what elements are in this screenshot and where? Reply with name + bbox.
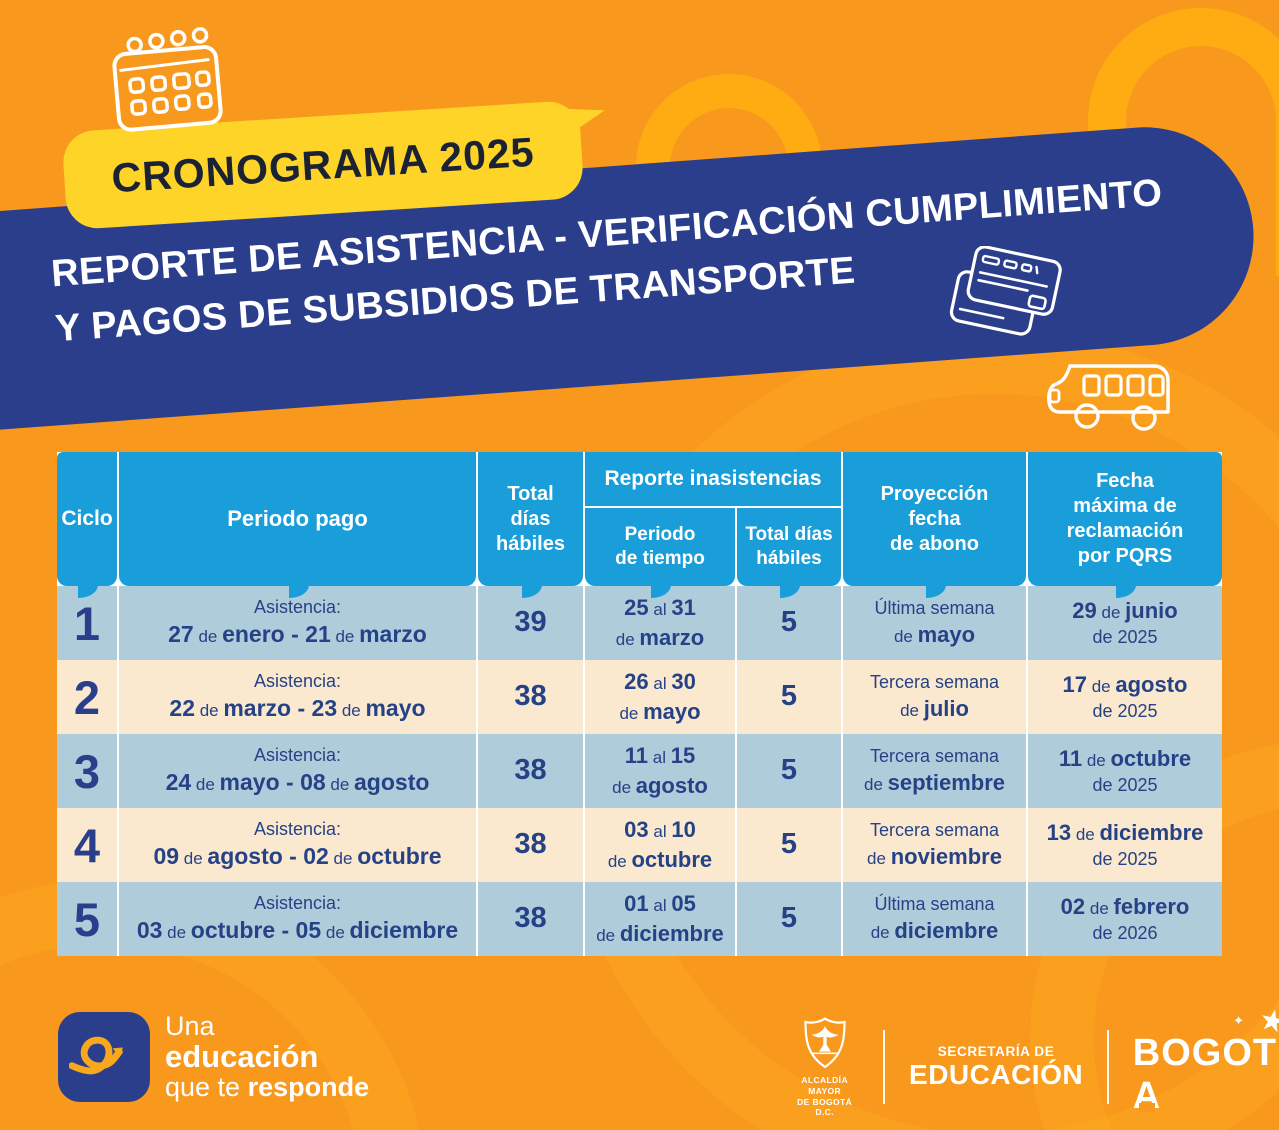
cell-fecha-maxima: 17 de agosto de 2025 [1028,660,1222,734]
cell-ciclo: 5 [57,882,117,956]
table-row: 5 Asistencia: 03 de octubre - 05 de diciem… [57,882,1222,956]
table-row: 2 Asistencia: 22 de marzo - 23 de mayo 38 26… [57,660,1222,734]
cell-total-dias: 38 [478,808,583,882]
education-e-logo [58,1012,150,1103]
cell-proyeccion: Tercera semana de noviembre [843,808,1026,882]
cell-dias-reporte: 5 [737,882,841,956]
tagline-line1: Una [165,1011,215,1041]
seal-caption: ALCALDÍA MAYOR DE BOGOTÁ D.C. [797,1075,853,1118]
table-row: 4 Asistencia: 09 de agosto - 02 de octubre… [57,808,1222,882]
calendar-icon [106,27,236,134]
cell-total-dias: 38 [478,734,583,808]
cell-total-dias: 39 [478,586,583,660]
cell-total-dias: 38 [478,882,583,956]
cell-ciclo: 2 [57,660,117,734]
secretaria-label-small: SECRETARÍA DE [937,1043,1055,1059]
cell-total-dias: 38 [478,660,583,734]
star-icon: ★ [1255,1001,1279,1042]
table-header: Ciclo Periodo pago Total días hábiles Re… [57,452,1222,598]
column-header-periodo-pago: Periodo pago [119,452,476,598]
cell-fecha-maxima: 13 de diciembre de 2025 [1028,808,1222,882]
bogota-coat-of-arms: ALCALDÍA MAYOR DE BOGOTÁ D.C. [790,1016,859,1118]
tagline-line3: que te responde [165,1072,370,1103]
cell-proyeccion: Tercera semana de septiembre [843,734,1026,808]
sparkle-icon: ✦ [1233,1014,1245,1029]
column-header-total-dias-reporte: Total días hábiles [737,508,841,598]
cell-ciclo: 1 [57,586,117,660]
cronograma-badge-label: CRONOGRAMA 2025 [110,128,536,201]
bogota-wordmark: BOGOTA ★ ✦ [1132,1001,1279,1118]
coat-of-arms-icon [804,1017,846,1069]
credit-cards-icon [946,246,1064,344]
cell-proyeccion: Tercera semana de julio [843,660,1026,734]
secretaria-label-big: EDUCACIÓN [909,1058,1084,1090]
cell-dias-reporte: 5 [737,586,841,660]
cell-periodo-pago: Asistencia: 27 de enero - 21 de marzo [119,586,476,660]
column-header-fecha-maxima-pqrs: Fecha máxima de reclamación por PQRS [1028,452,1222,598]
table-row: 1 Asistencia: 27 de enero - 21 de marzo 39 2… [57,586,1222,660]
cell-ciclo: 4 [57,808,117,882]
brand-tagline: Una educación que te responde [165,1012,369,1102]
column-header-reporte-inasistencias: Reporte inasistencias [585,452,841,506]
column-header-periodo-tiempo: Periodo de tiempo [585,508,735,598]
schedule-table: Ciclo Periodo pago Total días hábiles Re… [57,452,1222,956]
education-brand: Una educación que te responde [58,1012,369,1103]
footer-divider [883,1030,886,1104]
cell-dias-reporte: 5 [737,734,841,808]
cell-periodo-tiempo: 01 al 05 de diciembre [585,882,735,956]
cell-dias-reporte: 5 [737,808,841,882]
table-row: 3 Asistencia: 24 de mayo - 08 de agosto 38 1… [57,734,1222,808]
cell-periodo-tiempo: 25 al 31 de marzo [585,586,735,660]
cell-fecha-maxima: 11 de octubre de 2025 [1028,734,1222,808]
cell-proyeccion: Última semana de diciembre [843,882,1026,956]
bogota-stylized-a: A [1132,1075,1162,1117]
cell-dias-reporte: 5 [737,660,841,734]
column-header-ciclo: Ciclo [57,452,117,598]
school-bus-icon [1042,356,1178,436]
cell-periodo-tiempo: 26 al 30 de mayo [585,660,735,734]
cell-ciclo: 3 [57,734,117,808]
cell-proyeccion: Última semana de mayo [843,586,1026,660]
cell-fecha-maxima: 02 de febrero de 2026 [1028,882,1222,956]
table-body: 1 Asistencia: 27 de enero - 21 de marzo 39 2… [57,586,1222,956]
cell-periodo-pago: Asistencia: 24 de mayo - 08 de agosto [119,734,476,808]
cell-periodo-tiempo: 03 al 10 de octubre [585,808,735,882]
cell-periodo-tiempo: 11 al 15 de agosto [585,734,735,808]
column-header-total-dias: Total días hábiles [478,452,583,598]
cell-periodo-pago: Asistencia: 03 de octubre - 05 de diciemb… [119,882,476,956]
column-header-proyeccion-abono: Proyección fecha de abono [843,452,1026,598]
tagline-line2: educación [165,1038,319,1074]
footer-divider [1107,1030,1109,1104]
secretaria-educacion-logo: SECRETARÍA DE EDUCACIÓN [909,1044,1083,1091]
footer: Una educación que te responde ALCALDÍA M… [0,1000,1279,1130]
cell-fecha-maxima: 29 de junio de 2025 [1028,586,1222,660]
government-logos: ALCALDÍA MAYOR DE BOGOTÁ D.C. SECRETARÍA… [790,1001,1279,1118]
cell-periodo-pago: Asistencia: 22 de marzo - 23 de mayo [119,660,476,734]
cell-periodo-pago: Asistencia: 09 de agosto - 02 de octubre [119,808,476,882]
